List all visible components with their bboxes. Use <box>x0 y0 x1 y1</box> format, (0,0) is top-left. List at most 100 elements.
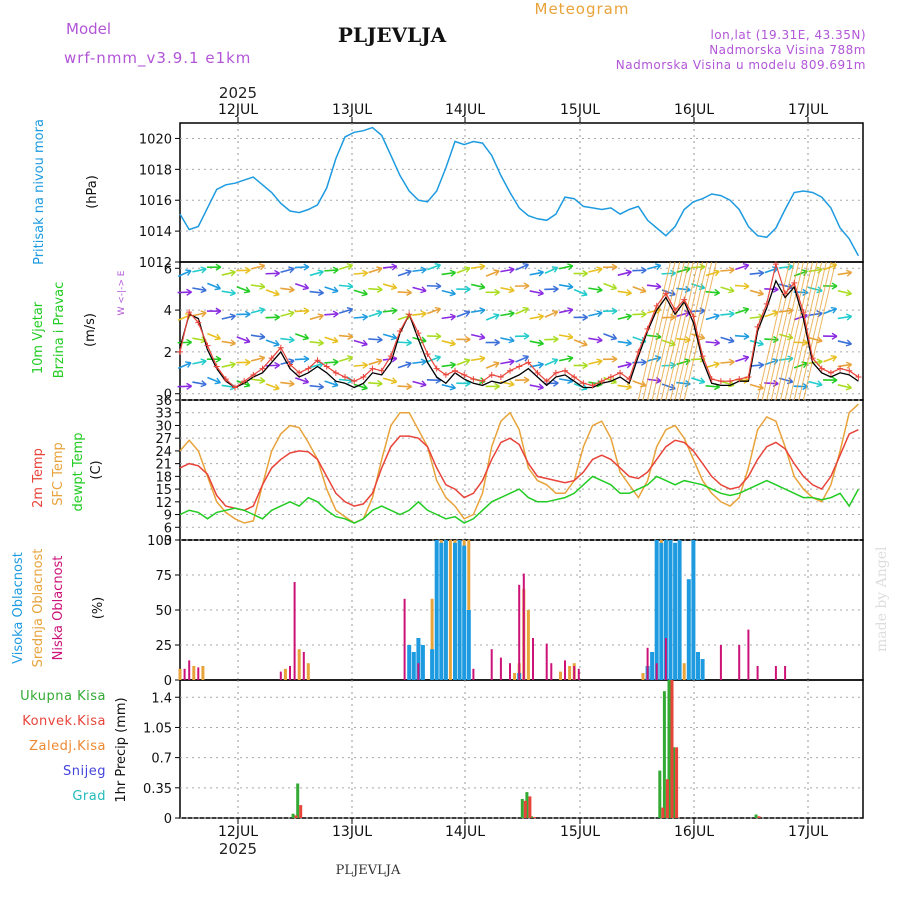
wind-gust-marker <box>268 355 275 362</box>
wind-barb <box>456 310 471 318</box>
wind-barb <box>647 263 662 271</box>
wind-barb <box>544 285 559 293</box>
wind-barb <box>529 269 544 277</box>
wind-gust-marker <box>782 290 789 297</box>
wind-barb-head <box>406 339 412 347</box>
wind-barb <box>456 358 471 366</box>
wind-barb-head <box>362 269 368 277</box>
wind-barb-head <box>346 263 354 270</box>
wind-barb <box>397 339 412 347</box>
wind-barb <box>808 380 823 388</box>
wind-barb-shaft <box>632 286 647 293</box>
wind-barb-shaft <box>705 384 720 388</box>
wind-gust-marker <box>516 363 523 370</box>
wind-barb-shaft <box>353 364 368 367</box>
wind-barb-shaft <box>734 284 750 288</box>
wind-barb-head <box>347 332 354 340</box>
wind-barb <box>602 355 618 363</box>
cloud-bar <box>420 645 425 680</box>
wind-barb-shaft <box>397 341 412 344</box>
wind-barb-head <box>406 288 412 297</box>
wind-barb-shaft <box>500 360 515 365</box>
cloud-bar <box>663 540 668 680</box>
elevation-line: Nadmorska Visina 788m <box>709 43 866 57</box>
wind-barb-head <box>464 379 471 387</box>
wind-barb-shaft <box>382 265 397 269</box>
wind-streak <box>784 261 818 401</box>
wind-barb-shaft <box>500 337 515 342</box>
wind-barb-shaft <box>221 271 236 276</box>
cloud-bar <box>518 584 521 680</box>
wind-barb-shaft <box>573 339 588 346</box>
wind-barb-head <box>273 383 280 391</box>
cloud-bar <box>509 663 511 680</box>
year-bottom: 2025 <box>219 840 257 858</box>
wind-barb-shaft <box>485 314 500 321</box>
wind-barb-shaft <box>265 383 280 390</box>
day-label-bottom: 13JUL <box>332 824 372 840</box>
wind-barb <box>602 307 618 315</box>
cloud-bar <box>306 663 310 680</box>
wind-barb-shaft <box>353 289 368 296</box>
wind-gust-marker <box>800 309 807 316</box>
y-tick-label: 0.35 <box>143 782 172 797</box>
cloud-bar <box>774 666 777 680</box>
wind-barb-head <box>698 333 706 341</box>
cloud-ylabel-low: Niska Oblacnost <box>51 556 66 661</box>
cloud-bar <box>664 638 667 680</box>
y-tick-label: 75 <box>155 569 172 584</box>
wind-barb-shaft <box>280 311 295 317</box>
wind-barb-head <box>611 355 618 363</box>
wind-barb <box>558 355 574 363</box>
y-tick-label: 50 <box>155 604 172 619</box>
wind-barb <box>632 310 647 318</box>
wind-barb <box>485 288 500 296</box>
wind-streak <box>647 261 681 401</box>
wind-gust-marker <box>681 296 688 303</box>
wind-barb <box>705 288 720 297</box>
wind-barb-shaft <box>324 269 339 272</box>
wind-barb-head <box>200 286 207 294</box>
model-name: wrf-nmm_v3.9.1 e1km <box>64 49 251 68</box>
wind-barb-shaft <box>309 314 324 321</box>
wind-gust-marker <box>296 369 303 376</box>
wind-barb-head <box>391 307 398 315</box>
wind-barb-shaft <box>617 363 632 368</box>
wind-barb <box>500 358 515 366</box>
wind-barb-head <box>303 263 310 271</box>
wind-streak <box>665 261 699 401</box>
wind-streak <box>798 261 832 401</box>
wind-barb-head <box>494 338 500 347</box>
wind-barb-shaft <box>192 337 207 342</box>
wind-barb <box>250 332 266 341</box>
wind-streak <box>775 261 809 401</box>
wind-barb-head <box>596 266 603 274</box>
wind-barb-head <box>479 307 486 315</box>
wind-barb <box>456 379 471 387</box>
precip-conv-bar <box>523 800 527 819</box>
panel-frame-temperature <box>179 399 864 541</box>
wind-barb <box>295 377 310 385</box>
wind-barb-head <box>434 355 442 362</box>
wind-barb <box>324 266 339 274</box>
wind-barb <box>338 282 354 290</box>
precip-total-bar <box>662 691 666 818</box>
wind-barb-head <box>259 282 266 290</box>
cloud-bar <box>641 673 645 680</box>
cloud-bar <box>499 657 502 680</box>
wind-barb <box>294 263 310 271</box>
wind-barb-shaft <box>324 286 339 293</box>
wind-barb <box>588 358 603 366</box>
wind-barb-head <box>420 358 427 366</box>
pressure-ylabel: Pritisak na nivou mora <box>32 119 47 265</box>
wind-barb-head <box>801 361 808 369</box>
wind-barb-shaft <box>544 310 559 318</box>
wind-barb-head <box>463 358 471 365</box>
cloud-bar <box>532 638 534 680</box>
wind-barb-head <box>362 361 368 369</box>
wind-barb <box>324 380 339 388</box>
wind-barb-head <box>376 335 383 344</box>
wind-barb <box>588 266 603 274</box>
wind-barb-head <box>743 332 750 340</box>
wind-barb-head <box>742 355 750 362</box>
